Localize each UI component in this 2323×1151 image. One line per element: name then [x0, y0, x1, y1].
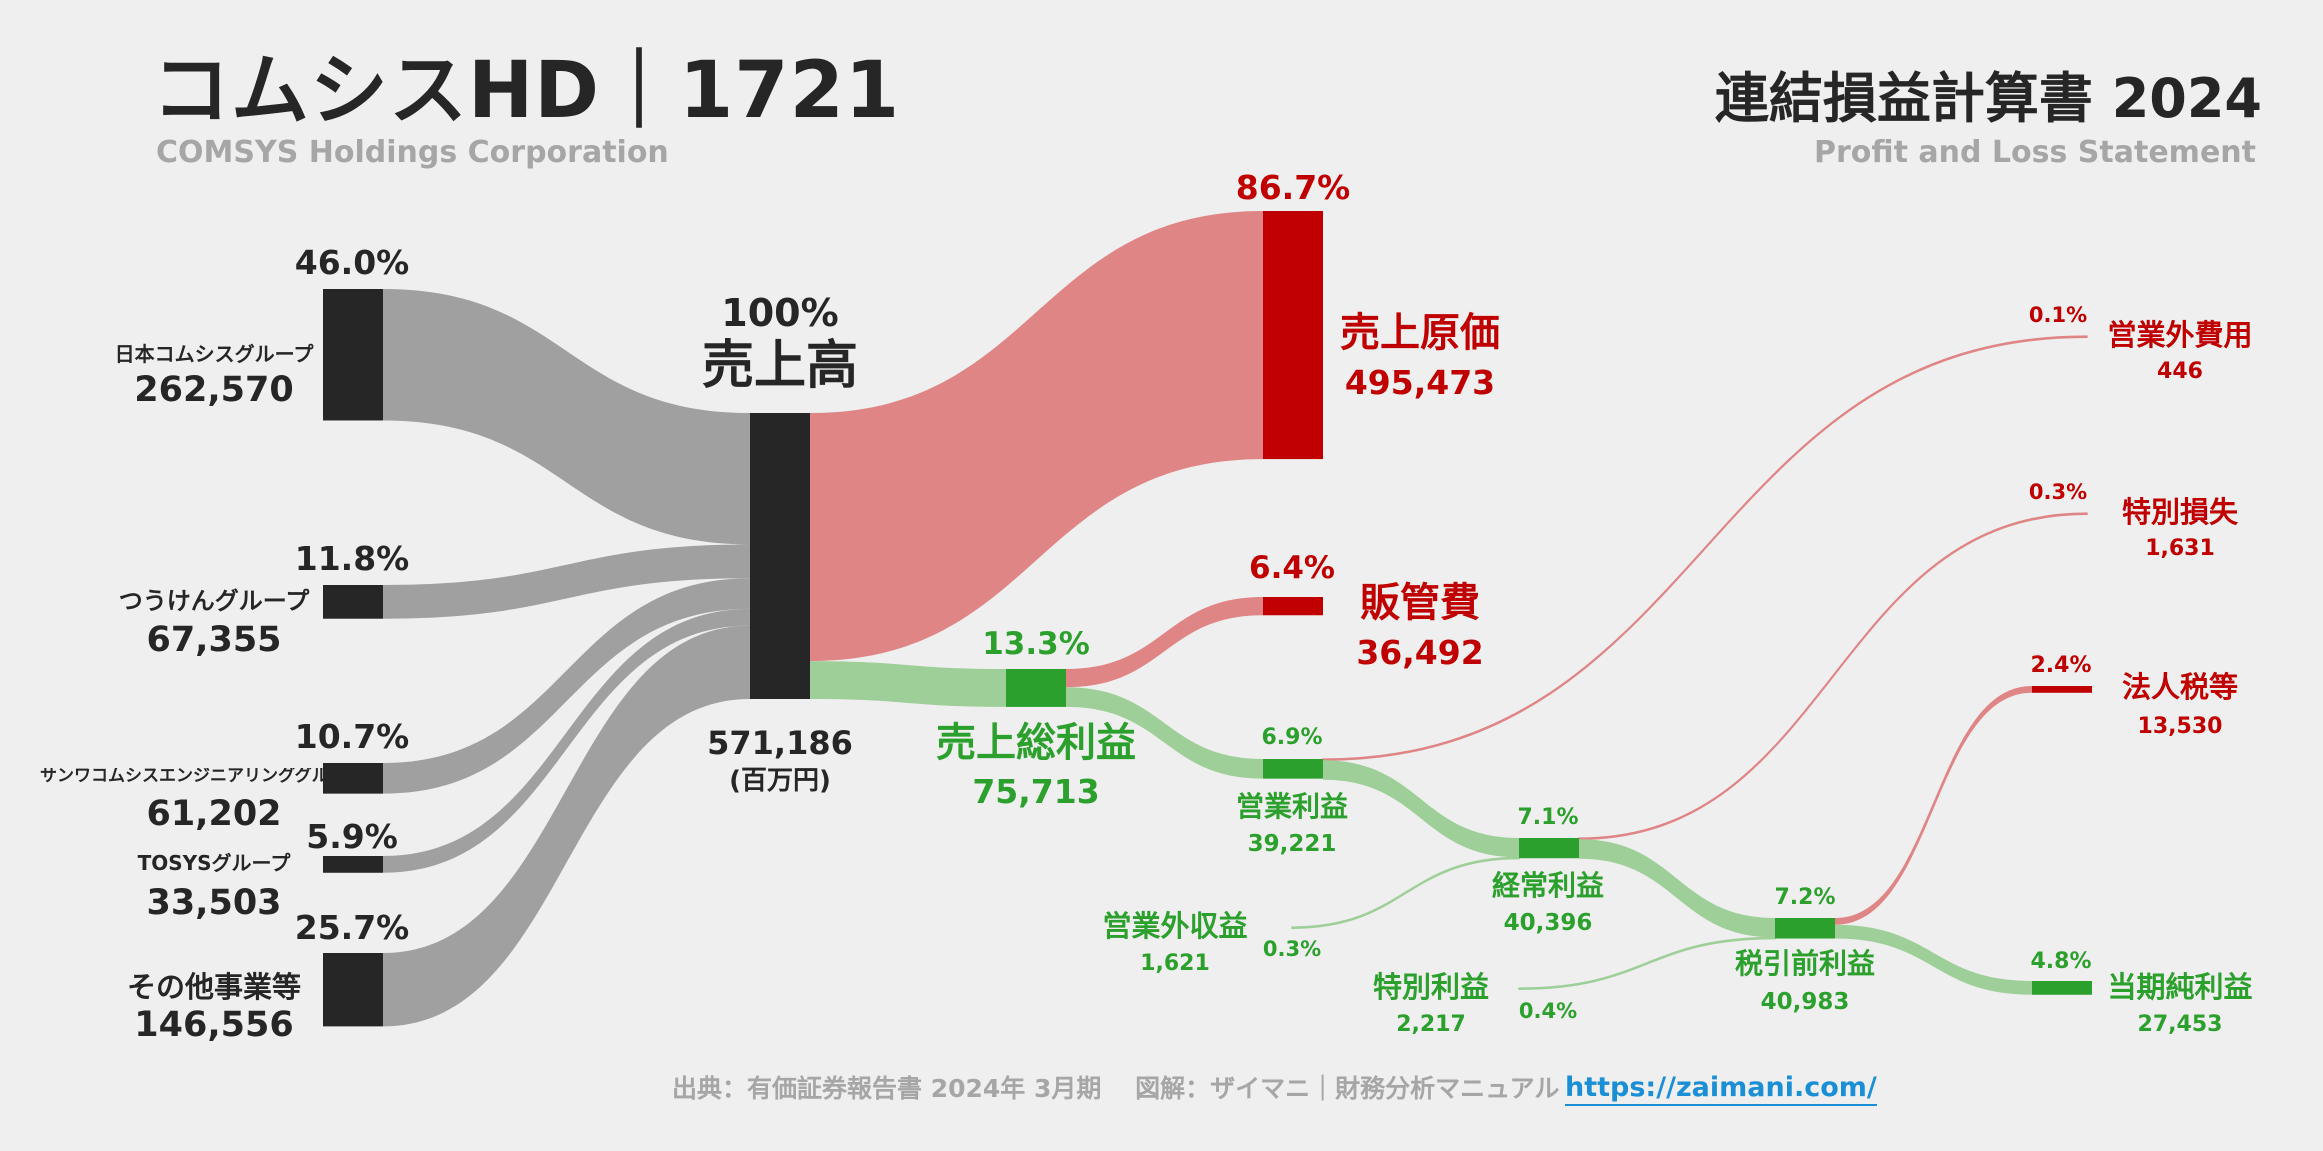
flow-pretax-tax	[1835, 686, 2032, 925]
pct-label: 0.3%	[2028, 480, 2088, 504]
value-label: 67,355	[146, 620, 282, 660]
flow-op-ordinary	[1323, 760, 1519, 858]
flow-revenue-gross	[810, 661, 1006, 707]
pct-label: 13.3%	[982, 626, 1090, 662]
value-label: 61,202	[146, 794, 282, 834]
flow-nihon-revenue	[383, 289, 750, 545]
flow-other-revenue	[383, 625, 750, 1027]
node-label: 経常利益	[1491, 869, 1605, 902]
pct-label: 0.3%	[1262, 937, 1322, 961]
flow-revenue-cogs	[810, 211, 1263, 662]
pct-label: 7.1%	[1517, 805, 1579, 830]
flow-sanwa-revenue	[383, 578, 750, 794]
statement-title: 連結損益計算書 2024	[1714, 67, 2262, 130]
node-label: 売上原価	[1340, 310, 1500, 356]
value-label: 33,503	[146, 883, 282, 923]
flow-nonop_inc-ordinary	[1291, 856, 1520, 929]
flow-ordinary-sp_loss	[1578, 512, 2088, 840]
value-label: 495,473	[1344, 363, 1496, 402]
flow-sp_gain-pretax	[1518, 936, 1776, 990]
value-label: 39,221	[1247, 831, 1337, 857]
node-bar-cogs	[1263, 211, 1323, 460]
node-label: その他事業等	[126, 970, 302, 1004]
node-bar-other	[323, 953, 383, 1027]
node-label: 営業外費用	[2107, 318, 2253, 352]
node-label: 当期純利益	[2107, 970, 2253, 1004]
node-label: 営業利益	[1235, 790, 1349, 823]
source-note: 出典：有価証券報告書 2024年 3月期 図解：ザイマニ｜財務分析マニュアル	[672, 1074, 1560, 1103]
node-label: サンワコムシスエンジニアリンググループ	[40, 768, 362, 785]
value-label: 262,570	[134, 370, 294, 410]
value-label: 146,556	[134, 1005, 294, 1045]
pct-label: 6.9%	[1261, 725, 1323, 750]
flow-gross-op	[1066, 687, 1263, 779]
value-label: 40,396	[1503, 910, 1593, 936]
flow-tosys-revenue	[383, 608, 750, 873]
value-label: 27,453	[2137, 1012, 2223, 1037]
flow-gross-sga	[1066, 597, 1263, 688]
value-label: 446	[2157, 359, 2203, 384]
pct-label: 11.8%	[294, 539, 410, 578]
node-bar-net	[2032, 981, 2092, 995]
node-bar-tax	[2032, 686, 2092, 693]
value-label: 36,492	[1356, 633, 1484, 672]
value-label: 75,713	[972, 772, 1100, 811]
flow-tsuken-revenue	[383, 544, 750, 619]
node-label: 法人税等	[2121, 670, 2239, 704]
node-bar-tosys	[323, 856, 383, 873]
node-bar-sanwa	[323, 763, 383, 794]
company-title: コムシスHD｜1721	[152, 46, 901, 136]
pct-label: 10.7%	[294, 717, 410, 756]
pct-label: 6.4%	[1249, 550, 1335, 586]
statement-subtitle: Profit and Loss Statement	[1813, 135, 2256, 170]
node-label: 税引前利益	[1734, 947, 1876, 980]
pct-label: 100%	[721, 291, 839, 335]
source-link[interactable]: https://zaimani.com/	[1565, 1074, 1877, 1106]
pct-label: 25.7%	[294, 908, 410, 947]
node-bar-sga	[1263, 597, 1323, 616]
value-label: 2,217	[1396, 1012, 1466, 1037]
company-subtitle: COMSYS Holdings Corporation	[156, 135, 669, 170]
flow-pretax-net	[1835, 924, 2032, 995]
pct-label: 0.1%	[2028, 303, 2088, 327]
node-label: 売上高	[701, 336, 859, 396]
value-label: 1,621	[1140, 951, 1210, 976]
node-bar-gross	[1006, 669, 1066, 707]
pct-label: 5.9%	[306, 817, 398, 856]
unit-label: (百万円)	[729, 766, 831, 796]
pct-label: 4.8%	[2030, 949, 2092, 974]
node-bar-ordinary	[1519, 838, 1579, 859]
pct-label: 86.7%	[1235, 168, 1351, 207]
node-label: 営業外収益	[1102, 909, 1248, 943]
node-label: 特別利益	[1372, 970, 1490, 1004]
value-label: 40,983	[1760, 989, 1850, 1015]
node-label: 売上総利益	[936, 720, 1136, 766]
value-label: 13,530	[2137, 714, 2223, 739]
node-label: 販管費	[1360, 580, 1480, 626]
flow-op-nonop_exp	[1322, 335, 2088, 761]
node-label: 日本コムシスグループ	[114, 342, 314, 366]
node-label: 特別損失	[2121, 495, 2239, 529]
pct-label: 7.2%	[1774, 885, 1836, 910]
node-label: TOSYSグループ	[137, 851, 291, 875]
node-bar-op	[1263, 759, 1323, 779]
node-label: つうけんグループ	[118, 587, 310, 615]
pct-label: 0.4%	[1518, 999, 1578, 1023]
node-bar-tsuken	[323, 585, 383, 619]
pct-label: 2.4%	[2030, 653, 2092, 678]
node-bar-revenue	[750, 413, 810, 699]
node-bar-nihon	[323, 289, 383, 421]
pct-label: 46.0%	[294, 243, 410, 282]
flow-ordinary-pretax	[1579, 839, 1775, 938]
value-label: 571,186	[707, 724, 853, 762]
value-label: 1,631	[2145, 536, 2215, 561]
node-bar-pretax	[1775, 918, 1835, 939]
